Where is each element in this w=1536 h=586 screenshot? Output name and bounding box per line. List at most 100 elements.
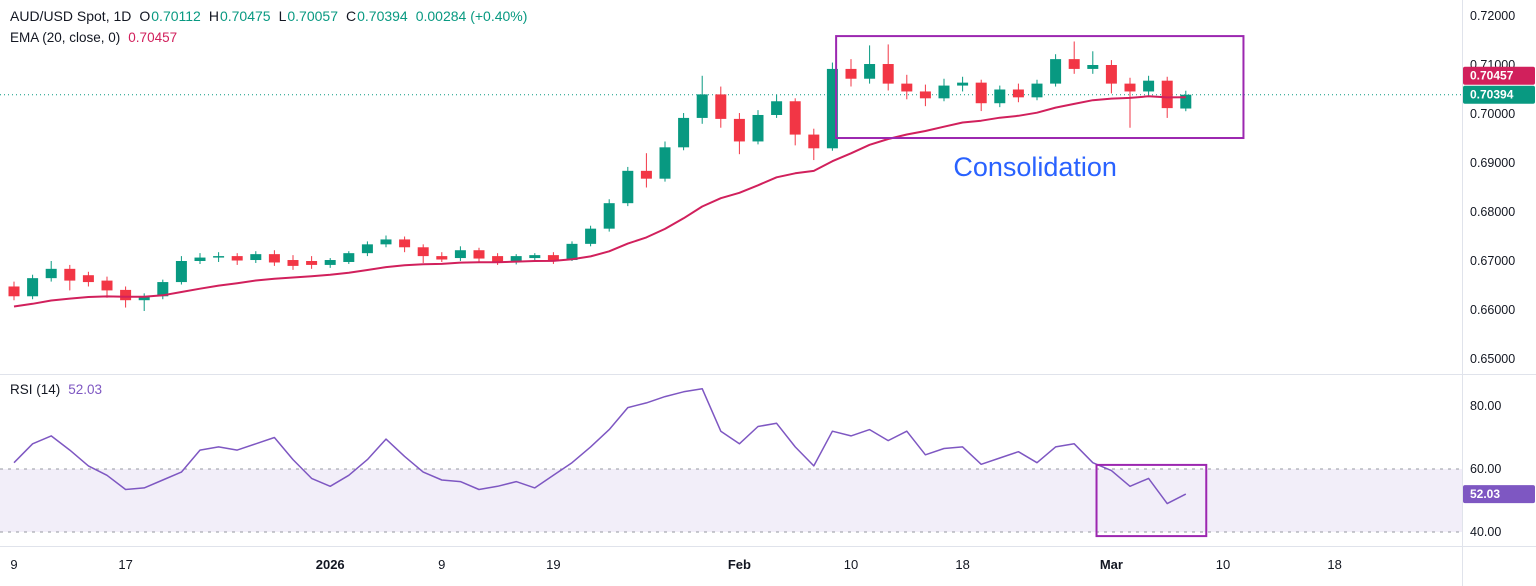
candlestick-series [8,41,1192,311]
time-axis-label: 19 [546,557,560,572]
candle-body [696,94,708,118]
candle [82,271,94,287]
candle-body [1012,89,1024,98]
svg-text:0.70457: 0.70457 [1470,69,1514,83]
candle-body [715,94,727,119]
candle [250,251,262,263]
candle-body [268,254,280,263]
candle-body [919,91,931,99]
time-axis[interactable]: 9 17 2026 9 19 Feb 10 18 Mar 10 18 [10,557,1341,572]
candle-body [1068,59,1080,69]
price-axis-label: 0.66000 [1470,303,1515,317]
candle-body [287,260,299,266]
ohlc-low: L 0.70057 [279,8,338,24]
candle-body [120,289,132,301]
candle-body [510,256,522,262]
candle [733,113,745,155]
candle [622,166,634,207]
candle [882,44,894,91]
candle [1050,54,1062,87]
ema-legend[interactable]: EMA (20, close, 0) 0.70457 [10,30,177,45]
candle-body [306,261,318,265]
candle-body [603,203,615,229]
candle-body [324,260,336,265]
ema-value-badge: 0.70457 [1463,66,1535,85]
time-axis-label: 10 [844,557,858,572]
candle [194,253,206,264]
rsi-value-badge: 52.03 [1463,485,1535,504]
symbol-legend[interactable]: AUD/USD Spot, 1D O 0.70112 H 0.70475 L 0.70… [10,8,527,24]
candle-body [826,68,838,149]
candle-body [547,255,559,261]
ohlc-open: O 0.70112 [139,8,200,24]
price-axis-label: 0.67000 [1470,254,1515,268]
candle-body [640,170,652,179]
candle [343,251,355,264]
time-axis-label: 2026 [316,557,345,572]
close-label: C [345,8,357,24]
candle [826,62,838,151]
candle [101,276,113,298]
candle [864,45,876,84]
time-axis-label: 17 [118,557,132,572]
low-value: 0.70057 [287,8,338,24]
candle-body [194,257,206,261]
candle [659,141,671,182]
candle-body [45,268,57,279]
rsi-band [0,469,1462,532]
low-label: L [278,8,287,24]
open-label: O [139,8,151,24]
candle-body [157,282,169,297]
change-value: 0.00284 (+0.40%) [415,8,528,24]
candle [957,76,969,92]
candle-body [473,250,485,259]
candle-body [1143,80,1155,92]
candle-body [101,280,113,291]
candle-body [733,118,745,142]
candle [789,98,801,146]
candle [8,281,20,301]
candle [399,236,411,253]
candle-body [417,247,429,257]
candle-body [1050,59,1062,84]
candle [324,258,336,268]
ema-line [13,95,1186,308]
candle-body [399,239,411,248]
candle-body [771,101,783,115]
candle-body [975,82,987,104]
candle-body [678,117,690,148]
candle-body [659,147,671,179]
candle-body [845,68,857,79]
candle-body [82,275,94,283]
ohlc-high: H 0.70475 [209,8,271,24]
candle [454,246,466,261]
candle-body [1180,94,1192,109]
candle [436,252,448,262]
rsi-label: RSI (14) [10,382,61,397]
consolidation-label[interactable]: Consolidation [953,152,1117,182]
rsi-legend[interactable]: RSI (14) 52.03 [10,382,102,397]
candle-body [529,255,541,259]
price-axis-label: 0.65000 [1470,352,1515,366]
consolidation-box[interactable] [835,35,1245,140]
time-axis-label: 18 [955,557,969,572]
candle [1012,83,1024,103]
time-axis-label: 9 [438,557,445,572]
candle [901,74,913,100]
candle [64,264,76,291]
rsi-axis-label: 40.00 [1470,525,1501,539]
last-price-badge: 0.70394 [1463,85,1535,104]
candle [361,241,373,257]
candle-body [27,278,39,297]
candle [380,235,392,248]
candle [752,110,764,145]
candle [213,252,225,262]
candle-body [213,256,225,258]
price-axis[interactable]: 0.720000.710000.700000.690000.680000.670… [1470,9,1515,539]
rsi-axis-label: 80.00 [1470,399,1501,413]
candle-body [789,101,801,135]
candle [27,274,39,300]
high-label: H [208,8,219,24]
rsi-consolidation-box[interactable] [1095,463,1208,538]
